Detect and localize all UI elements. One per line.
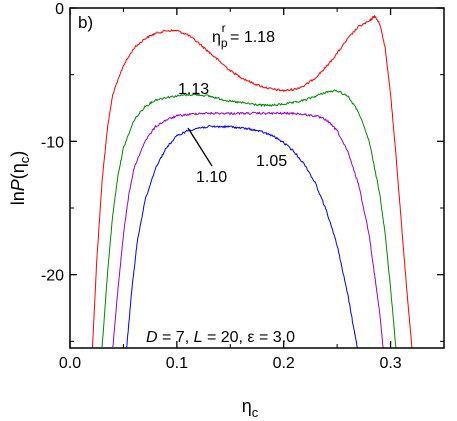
- x-axis: 0.0 0.1 0.2 0.3: [59, 8, 402, 372]
- x-tick-label: 0.3: [379, 355, 401, 372]
- plot-frame: [69, 7, 445, 349]
- series-label-1-13: 1.13: [178, 81, 209, 98]
- series-line-1-18: [91, 15, 413, 348]
- series-label-1-18: ηpr = 1.18: [212, 21, 275, 50]
- x-axis-title: ηc: [242, 396, 259, 420]
- series-label-1-05: 1.05: [256, 153, 287, 170]
- x-tick-label: 0.2: [273, 355, 295, 372]
- x-tick-label: 0.1: [166, 355, 188, 372]
- series-label-1-10-pointer: [187, 127, 213, 167]
- series-label-1-10: 1.10: [196, 169, 227, 186]
- series-layer: [91, 15, 413, 348]
- y-axis: 0 -10 -20: [41, 1, 444, 342]
- y-tick-label: -10: [41, 134, 64, 151]
- y-tick-label: -20: [41, 268, 64, 285]
- x-tick-label: 0.0: [59, 355, 81, 372]
- series-line-1-10: [112, 111, 384, 348]
- series-line-1-05: [126, 125, 358, 348]
- panel-label: b): [78, 13, 93, 32]
- parameter-annotation: D = 7, L = 20, ε = 3.0: [146, 329, 295, 346]
- y-axis-title: lnP(ηc): [8, 151, 32, 206]
- series-line-1-13: [101, 89, 397, 348]
- y-tick-label: 0: [55, 1, 64, 18]
